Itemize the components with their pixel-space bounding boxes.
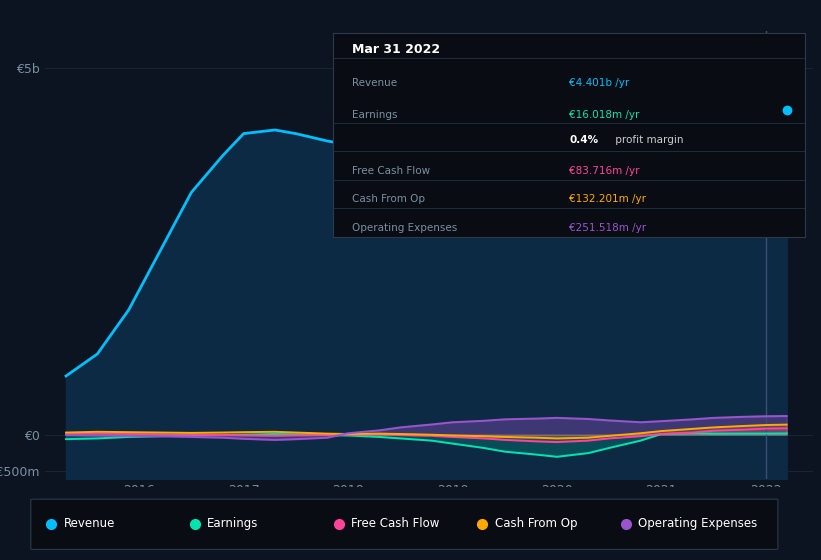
Text: Free Cash Flow: Free Cash Flow (351, 517, 439, 530)
Text: Earnings: Earnings (208, 517, 259, 530)
FancyBboxPatch shape (31, 499, 778, 549)
Text: Cash From Op: Cash From Op (494, 517, 577, 530)
Text: Revenue: Revenue (64, 517, 115, 530)
Text: Operating Expenses: Operating Expenses (639, 517, 758, 530)
